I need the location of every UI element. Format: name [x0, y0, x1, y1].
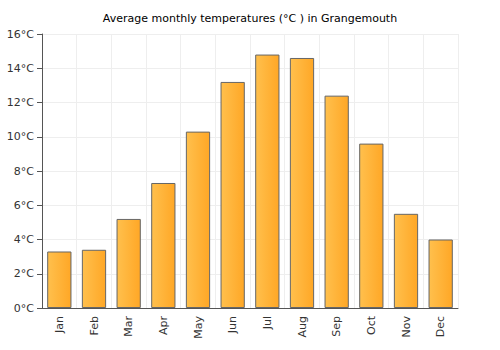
svg-text:12°C: 12°C — [7, 96, 34, 109]
svg-text:Aug: Aug — [296, 316, 309, 337]
svg-text:Jan: Jan — [53, 316, 66, 334]
svg-text:8°C: 8°C — [14, 165, 34, 178]
svg-text:0°C: 0°C — [14, 302, 34, 315]
svg-text:16°C: 16°C — [7, 28, 34, 41]
svg-text:Oct: Oct — [365, 315, 378, 335]
svg-text:Mar: Mar — [122, 316, 135, 337]
svg-text:6°C: 6°C — [14, 199, 34, 212]
svg-text:Dec: Dec — [434, 316, 447, 337]
svg-text:4°C: 4°C — [14, 233, 34, 246]
svg-text:Jul: Jul — [261, 316, 274, 330]
svg-text:14°C: 14°C — [7, 62, 34, 75]
svg-text:Apr: Apr — [157, 316, 170, 336]
svg-text:2°C: 2°C — [14, 267, 34, 280]
svg-text:Average monthly temperatures (: Average monthly temperatures (°C ) in Gr… — [103, 12, 397, 25]
svg-text:May: May — [192, 316, 205, 339]
svg-text:Feb: Feb — [88, 316, 101, 335]
svg-text:Sep: Sep — [330, 316, 343, 337]
svg-text:10°C: 10°C — [7, 130, 34, 143]
svg-text:Nov: Nov — [400, 316, 413, 338]
svg-text:Jun: Jun — [226, 316, 239, 334]
